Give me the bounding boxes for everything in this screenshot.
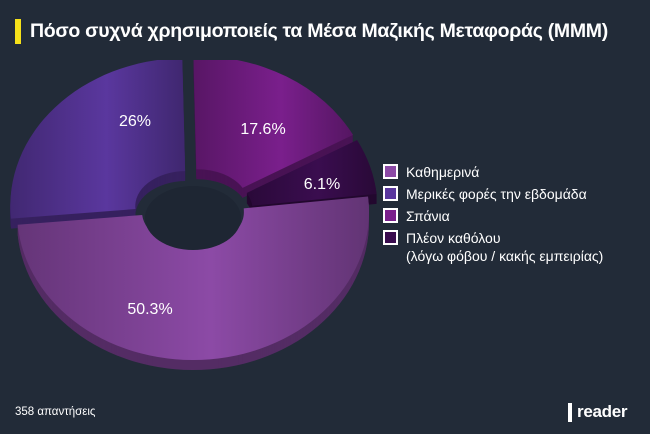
donut-chart: 50.3% 26% 17.6% 6.1% (0, 60, 390, 390)
legend-label-never: Πλέον καθόλου (λόγω φόβου / κακής εμπειρ… (406, 229, 603, 265)
slice-value-label: 50.3% (127, 301, 173, 318)
title-accent-bar (15, 19, 21, 44)
legend-label-rarely: Σπάνια (406, 208, 450, 224)
legend-label-never-main: Πλέον καθόλου (406, 230, 501, 246)
slice-value-label: 26% (118, 113, 152, 130)
response-count: 358 απαντήσεις (15, 406, 96, 418)
donut-slice-2 (193, 60, 354, 188)
legend-swatch-never (383, 230, 398, 245)
slice-value-label: 17.6% (240, 121, 286, 138)
legend-item-weekly: Μερικές φορές την εβδομάδα (383, 185, 603, 203)
donut-chart-svg (10, 60, 377, 370)
donut-slice-3 (246, 139, 377, 206)
legend-label-weekly: Μερικές φορές την εβδομάδα (406, 186, 587, 202)
slice-value-label: 6.1% (303, 176, 341, 193)
donut-slice-0 (17, 196, 369, 360)
chart-legend: Καθημερινά Μερικές φορές την εβδομάδα Σπ… (383, 163, 603, 269)
chart-title: Πόσο συχνά χρησιμοποιείς τα Μέσα Μαζικής… (30, 20, 608, 42)
donut-slice-1 (10, 60, 186, 219)
reader-logo: reader (568, 402, 627, 422)
legend-label-daily: Καθημερινά (406, 164, 480, 180)
legend-swatch-rarely (383, 208, 398, 223)
logo-bar-icon (568, 402, 572, 422)
chart-header: Πόσο συχνά χρησιμοποιείς τα Μέσα Μαζικής… (15, 19, 608, 44)
legend-item-never: Πλέον καθόλου (λόγω φόβου / κακής εμπειρ… (383, 229, 603, 265)
logo-text: reader (577, 402, 628, 421)
legend-label-never-sub: (λόγω φόβου / κακής εμπειρίας) (406, 248, 604, 264)
legend-swatch-daily (383, 164, 398, 179)
legend-swatch-weekly (383, 186, 398, 201)
legend-item-daily: Καθημερινά (383, 163, 603, 181)
legend-item-rarely: Σπάνια (383, 207, 603, 225)
